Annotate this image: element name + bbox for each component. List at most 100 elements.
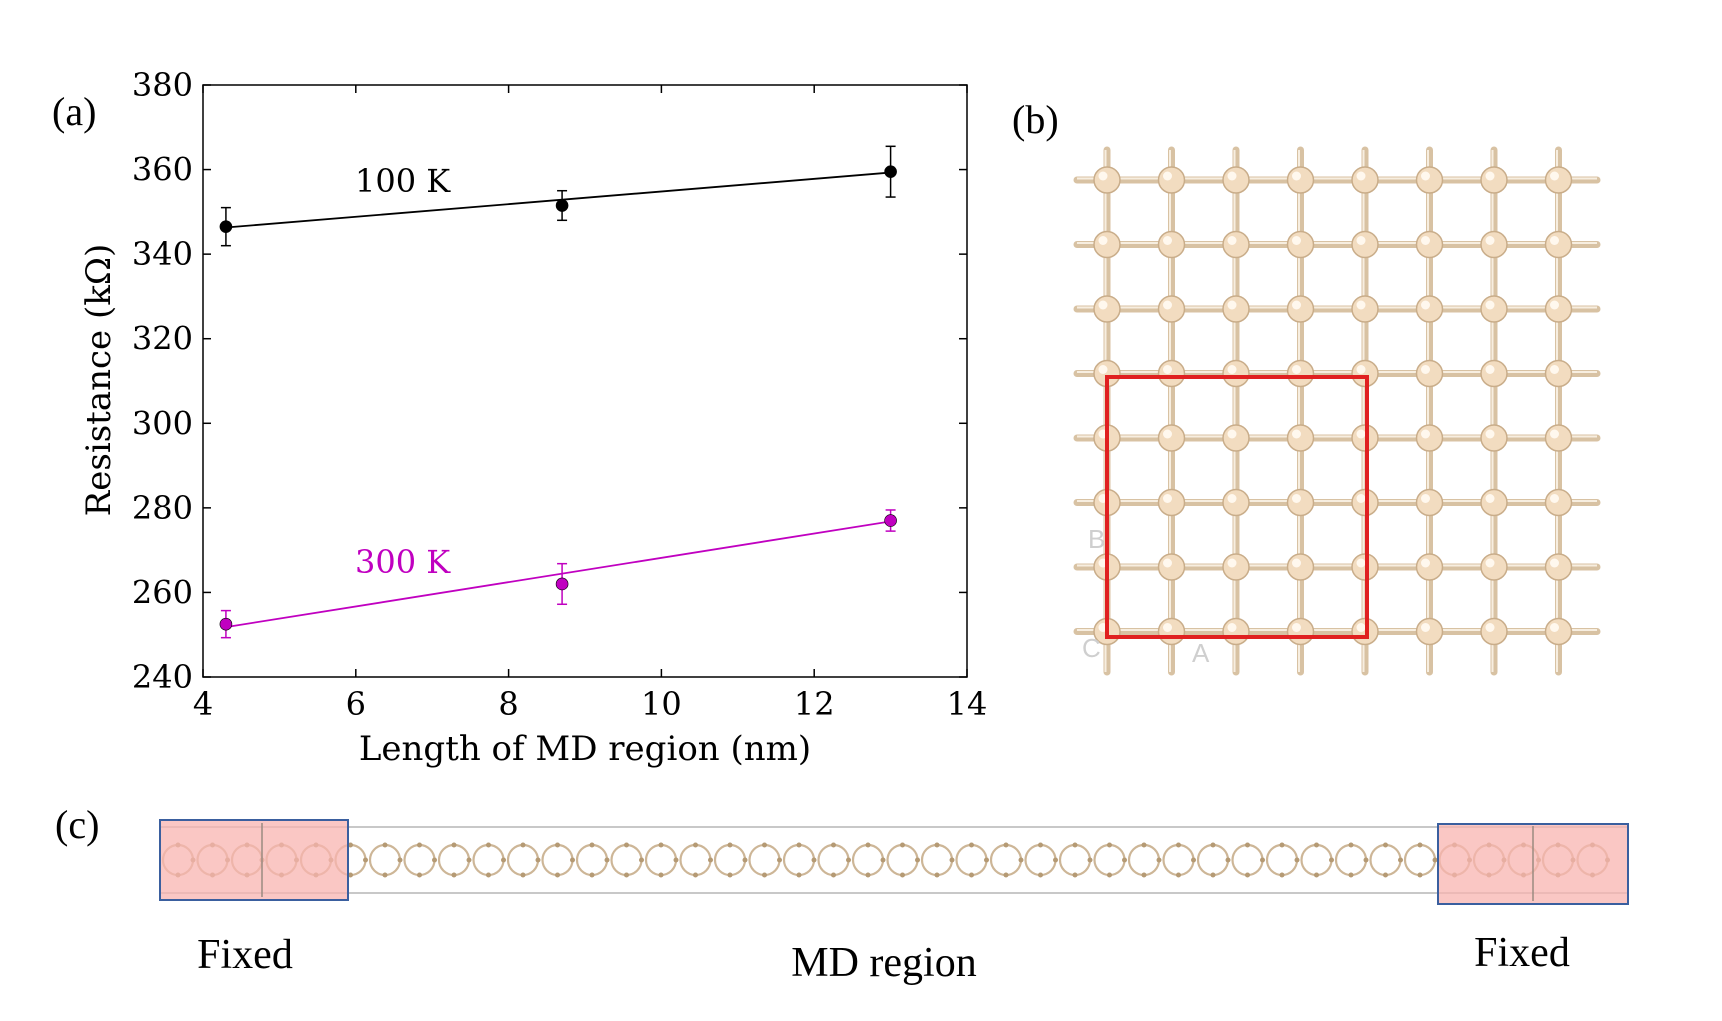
- atom: [417, 872, 422, 878]
- atom: [1157, 166, 1186, 194]
- atom-shine: [1485, 558, 1495, 568]
- atom: [1279, 842, 1285, 848]
- atom: [1348, 842, 1354, 848]
- atom: [880, 857, 886, 863]
- atom: [1415, 230, 1444, 259]
- atom: [1415, 424, 1444, 452]
- atom: [934, 842, 940, 848]
- atom-shine: [1292, 236, 1301, 245]
- atom: [1176, 842, 1181, 848]
- atom-ring: [1300, 843, 1333, 877]
- atom: [831, 872, 836, 878]
- atom: [1480, 617, 1508, 646]
- atom-shine: [1227, 494, 1237, 503]
- atom: [1222, 166, 1250, 194]
- atom-shine: [1550, 494, 1559, 503]
- atom: [900, 872, 905, 878]
- atom: [1222, 488, 1250, 517]
- atom: [673, 857, 679, 863]
- atom: [831, 842, 836, 848]
- x-tick-label: 6: [346, 685, 366, 723]
- atom-shine: [1292, 494, 1301, 503]
- atom-shine: [1227, 429, 1237, 439]
- data-point: [884, 165, 897, 178]
- atom: [520, 842, 526, 848]
- atom-shine: [1227, 171, 1237, 181]
- atom: [1038, 872, 1043, 878]
- atom: [639, 857, 644, 863]
- atom: [486, 842, 491, 848]
- data-point: [555, 577, 569, 591]
- atom: [451, 872, 457, 878]
- atom: [1544, 359, 1573, 388]
- atom: [1415, 617, 1444, 646]
- y-tick-label: 380: [132, 66, 193, 104]
- y-tick-label: 320: [132, 320, 193, 358]
- atom-shine: [1356, 300, 1366, 310]
- atom: [1398, 857, 1403, 863]
- atom: [1415, 553, 1444, 581]
- atom: [693, 872, 698, 878]
- panel-c-label: (c): [55, 802, 99, 847]
- atom: [589, 872, 595, 878]
- atom: [1480, 488, 1508, 517]
- atom: [1415, 488, 1444, 517]
- atom-ring: [1369, 843, 1402, 877]
- atom-ring: [368, 843, 402, 877]
- atom: [1415, 295, 1444, 323]
- atom: [624, 842, 629, 848]
- atom: [811, 857, 817, 863]
- atom-shine: [1421, 171, 1430, 181]
- atom: [1544, 295, 1573, 323]
- panel-a-label: (a): [52, 89, 96, 134]
- atom: [466, 857, 472, 863]
- atom-shine: [1227, 236, 1237, 245]
- atom-shine: [1163, 558, 1172, 568]
- atom: [1417, 842, 1423, 848]
- atom-shine: [1163, 365, 1172, 374]
- atom: [1038, 842, 1043, 848]
- atom: [1383, 872, 1388, 878]
- atom-shine: [1550, 558, 1559, 568]
- atom: [1072, 842, 1078, 848]
- atom: [348, 842, 353, 848]
- atom: [501, 857, 506, 863]
- atom: [1072, 872, 1078, 878]
- atom-shine: [1356, 236, 1366, 245]
- atom-ring: [748, 843, 781, 877]
- atom-shine: [1098, 236, 1108, 245]
- atom: [1480, 230, 1508, 259]
- fit-line: [225, 171, 891, 229]
- atom-shine: [1227, 623, 1237, 632]
- chart-marks: [219, 145, 897, 639]
- atom: [1141, 842, 1147, 848]
- atom: [1480, 359, 1508, 388]
- atom: [1351, 295, 1379, 323]
- atom-shine: [1550, 365, 1559, 374]
- atom-ring: [472, 843, 505, 877]
- atom-ring: [437, 843, 471, 877]
- atom: [1279, 872, 1285, 878]
- atom: [555, 872, 560, 878]
- unit-cell-highlight: [1105, 375, 1369, 639]
- atom-ring: [575, 843, 609, 877]
- atom-ring: [782, 843, 816, 877]
- y-tick-label: 280: [132, 489, 193, 527]
- atom-shine: [1356, 623, 1366, 632]
- atom: [900, 842, 905, 848]
- atom: [624, 872, 629, 878]
- atom: [762, 842, 767, 848]
- atom: [1544, 617, 1573, 646]
- atom: [1415, 359, 1444, 388]
- atom-shine: [1550, 429, 1559, 439]
- atom: [1157, 488, 1186, 517]
- atom: [1157, 617, 1186, 646]
- atom: [1018, 857, 1024, 863]
- y-tick-label: 360: [132, 151, 193, 189]
- atom: [520, 872, 526, 878]
- atom-shine: [1421, 236, 1430, 245]
- atom: [915, 857, 920, 863]
- atom: [1003, 842, 1009, 848]
